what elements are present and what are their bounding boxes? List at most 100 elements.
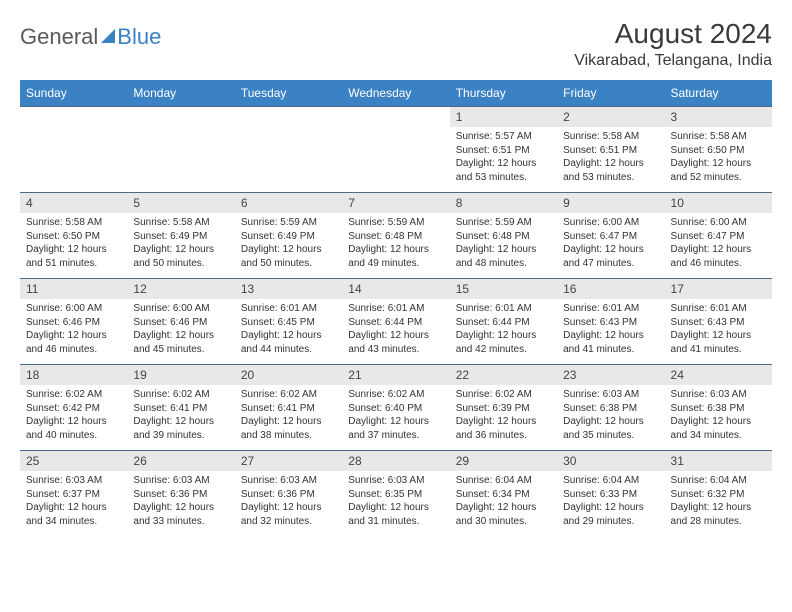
sunrise-line: Sunrise: 6:00 AM bbox=[26, 302, 121, 316]
details-row: Sunrise: 5:58 AM Sunset: 6:50 PM Daylight:… bbox=[20, 213, 772, 279]
sunset-line: Sunset: 6:40 PM bbox=[348, 402, 443, 416]
calendar-body: 123Sunrise: 5:57 AMSunset: 6:51 PMDaylig… bbox=[20, 107, 772, 537]
sunrise-line: Sunrise: 6:01 AM bbox=[348, 302, 443, 316]
day-details-cell: Sunrise: 6:03 AMSunset: 6:38 PMDaylight:… bbox=[665, 385, 772, 451]
sunrise-line: Sunrise: 5:58 AM bbox=[133, 216, 228, 230]
daylight-line: Daylight: 12 hours and 48 minutes. bbox=[456, 243, 551, 270]
sunset-line: Sunset: 6:47 PM bbox=[671, 230, 766, 244]
day-number-cell: 3 bbox=[665, 107, 772, 128]
sunrise-line: Sunrise: 6:03 AM bbox=[133, 474, 228, 488]
details-row: Sunrise: 5:57 AMSunset: 6:51 PMDaylight:… bbox=[20, 127, 772, 193]
sunrise-line: Sunrise: 6:04 AM bbox=[563, 474, 658, 488]
sunset-line: Sunset: 6:48 PM bbox=[456, 230, 551, 244]
day-details-cell: Sunrise: 6:03 AMSunset: 6:37 PMDaylight:… bbox=[20, 471, 127, 536]
dow-header: Saturday bbox=[665, 80, 772, 107]
day-details-cell: Sunrise: 6:01 AMSunset: 6:45 PMDaylight:… bbox=[235, 299, 342, 365]
sunrise-line: Sunrise: 5:59 AM bbox=[241, 216, 336, 230]
day-number-cell: 28 bbox=[342, 451, 449, 472]
day-number-cell: 21 bbox=[342, 365, 449, 386]
day-number-cell: 15 bbox=[450, 279, 557, 300]
day-number-cell bbox=[20, 107, 127, 128]
sunrise-line: Sunrise: 5:59 AM bbox=[456, 216, 551, 230]
dow-header: Friday bbox=[557, 80, 664, 107]
sunrise-line: Sunrise: 5:57 AM bbox=[456, 130, 551, 144]
logo: General Blue bbox=[20, 18, 161, 50]
day-details-cell: Sunrise: 6:00 AMSunset: 6:46 PMDaylight:… bbox=[20, 299, 127, 365]
daynum-row: 45678910 bbox=[20, 193, 772, 214]
dow-header: Thursday bbox=[450, 80, 557, 107]
sunrise-line: Sunrise: 6:03 AM bbox=[348, 474, 443, 488]
day-details-cell: Sunrise: 6:01 AMSunset: 6:43 PMDaylight:… bbox=[557, 299, 664, 365]
day-details-cell: Sunrise: 5:58 AMSunset: 6:50 PMDaylight:… bbox=[20, 213, 127, 279]
title-block: August 2024 Vikarabad, Telangana, India bbox=[574, 18, 772, 70]
dow-header: Sunday bbox=[20, 80, 127, 107]
day-details-cell bbox=[235, 127, 342, 193]
daylight-line: Daylight: 12 hours and 32 minutes. bbox=[241, 501, 336, 528]
sunset-line: Sunset: 6:34 PM bbox=[456, 488, 551, 502]
sunset-line: Sunset: 6:36 PM bbox=[241, 488, 336, 502]
header: General Blue August 2024 Vikarabad, Tela… bbox=[20, 18, 772, 70]
day-number-cell: 4 bbox=[20, 193, 127, 214]
sunset-line: Sunset: 6:46 PM bbox=[26, 316, 121, 330]
day-number-cell: 14 bbox=[342, 279, 449, 300]
sunset-line: Sunset: 6:37 PM bbox=[26, 488, 121, 502]
sunset-line: Sunset: 6:45 PM bbox=[241, 316, 336, 330]
day-number-cell: 6 bbox=[235, 193, 342, 214]
day-number-cell: 23 bbox=[557, 365, 664, 386]
sunrise-line: Sunrise: 6:01 AM bbox=[563, 302, 658, 316]
daylight-line: Daylight: 12 hours and 30 minutes. bbox=[456, 501, 551, 528]
day-number-cell: 20 bbox=[235, 365, 342, 386]
day-number-cell: 26 bbox=[127, 451, 234, 472]
day-number-cell: 18 bbox=[20, 365, 127, 386]
sunrise-line: Sunrise: 5:58 AM bbox=[563, 130, 658, 144]
day-details-cell: Sunrise: 6:03 AMSunset: 6:36 PMDaylight:… bbox=[127, 471, 234, 536]
daylight-line: Daylight: 12 hours and 39 minutes. bbox=[133, 415, 228, 442]
day-number-cell: 30 bbox=[557, 451, 664, 472]
daylight-line: Daylight: 12 hours and 42 minutes. bbox=[456, 329, 551, 356]
sunset-line: Sunset: 6:41 PM bbox=[241, 402, 336, 416]
day-number-cell: 1 bbox=[450, 107, 557, 128]
day-number-cell bbox=[342, 107, 449, 128]
daylight-line: Daylight: 12 hours and 34 minutes. bbox=[671, 415, 766, 442]
sunrise-line: Sunrise: 6:02 AM bbox=[26, 388, 121, 402]
daylight-line: Daylight: 12 hours and 44 minutes. bbox=[241, 329, 336, 356]
daylight-line: Daylight: 12 hours and 49 minutes. bbox=[348, 243, 443, 270]
day-details-cell: Sunrise: 6:03 AMSunset: 6:38 PMDaylight:… bbox=[557, 385, 664, 451]
sunset-line: Sunset: 6:43 PM bbox=[563, 316, 658, 330]
sunrise-line: Sunrise: 6:03 AM bbox=[26, 474, 121, 488]
details-row: Sunrise: 6:03 AMSunset: 6:37 PMDaylight:… bbox=[20, 471, 772, 536]
day-number-cell: 19 bbox=[127, 365, 234, 386]
day-details-cell: Sunrise: 5:58 AMSunset: 6:51 PMDaylight:… bbox=[557, 127, 664, 193]
day-number-cell: 10 bbox=[665, 193, 772, 214]
day-number-cell: 25 bbox=[20, 451, 127, 472]
day-number-cell: 11 bbox=[20, 279, 127, 300]
sunset-line: Sunset: 6:36 PM bbox=[133, 488, 228, 502]
sunset-line: Sunset: 6:39 PM bbox=[456, 402, 551, 416]
day-details-cell: Sunrise: 6:03 AMSunset: 6:36 PMDaylight:… bbox=[235, 471, 342, 536]
day-details-cell: Sunrise: 6:02 AMSunset: 6:40 PMDaylight:… bbox=[342, 385, 449, 451]
sunset-line: Sunset: 6:35 PM bbox=[348, 488, 443, 502]
day-details-cell: Sunrise: 6:01 AMSunset: 6:43 PMDaylight:… bbox=[665, 299, 772, 365]
details-row: Sunrise: 6:02 AMSunset: 6:42 PMDaylight:… bbox=[20, 385, 772, 451]
sunset-line: Sunset: 6:49 PM bbox=[241, 230, 336, 244]
daylight-line: Daylight: 12 hours and 46 minutes. bbox=[26, 329, 121, 356]
daynum-row: 11121314151617 bbox=[20, 279, 772, 300]
month-title: August 2024 bbox=[574, 18, 772, 50]
day-number-cell bbox=[127, 107, 234, 128]
sunset-line: Sunset: 6:50 PM bbox=[26, 230, 121, 244]
day-details-cell: Sunrise: 6:01 AMSunset: 6:44 PMDaylight:… bbox=[450, 299, 557, 365]
sunrise-line: Sunrise: 6:01 AM bbox=[671, 302, 766, 316]
sunset-line: Sunset: 6:46 PM bbox=[133, 316, 228, 330]
day-details-cell: Sunrise: 5:59 AMSunset: 6:48 PMDaylight:… bbox=[450, 213, 557, 279]
location: Vikarabad, Telangana, India bbox=[574, 52, 772, 70]
day-details-cell bbox=[20, 127, 127, 193]
day-number-cell: 31 bbox=[665, 451, 772, 472]
day-details-cell: Sunrise: 5:58 AMSunset: 6:49 PMDaylight:… bbox=[127, 213, 234, 279]
daylight-line: Daylight: 12 hours and 41 minutes. bbox=[563, 329, 658, 356]
daylight-line: Daylight: 12 hours and 40 minutes. bbox=[26, 415, 121, 442]
day-number-cell: 29 bbox=[450, 451, 557, 472]
daynum-row: 123 bbox=[20, 107, 772, 128]
sunset-line: Sunset: 6:51 PM bbox=[563, 144, 658, 158]
day-number-cell: 9 bbox=[557, 193, 664, 214]
day-number-cell bbox=[235, 107, 342, 128]
